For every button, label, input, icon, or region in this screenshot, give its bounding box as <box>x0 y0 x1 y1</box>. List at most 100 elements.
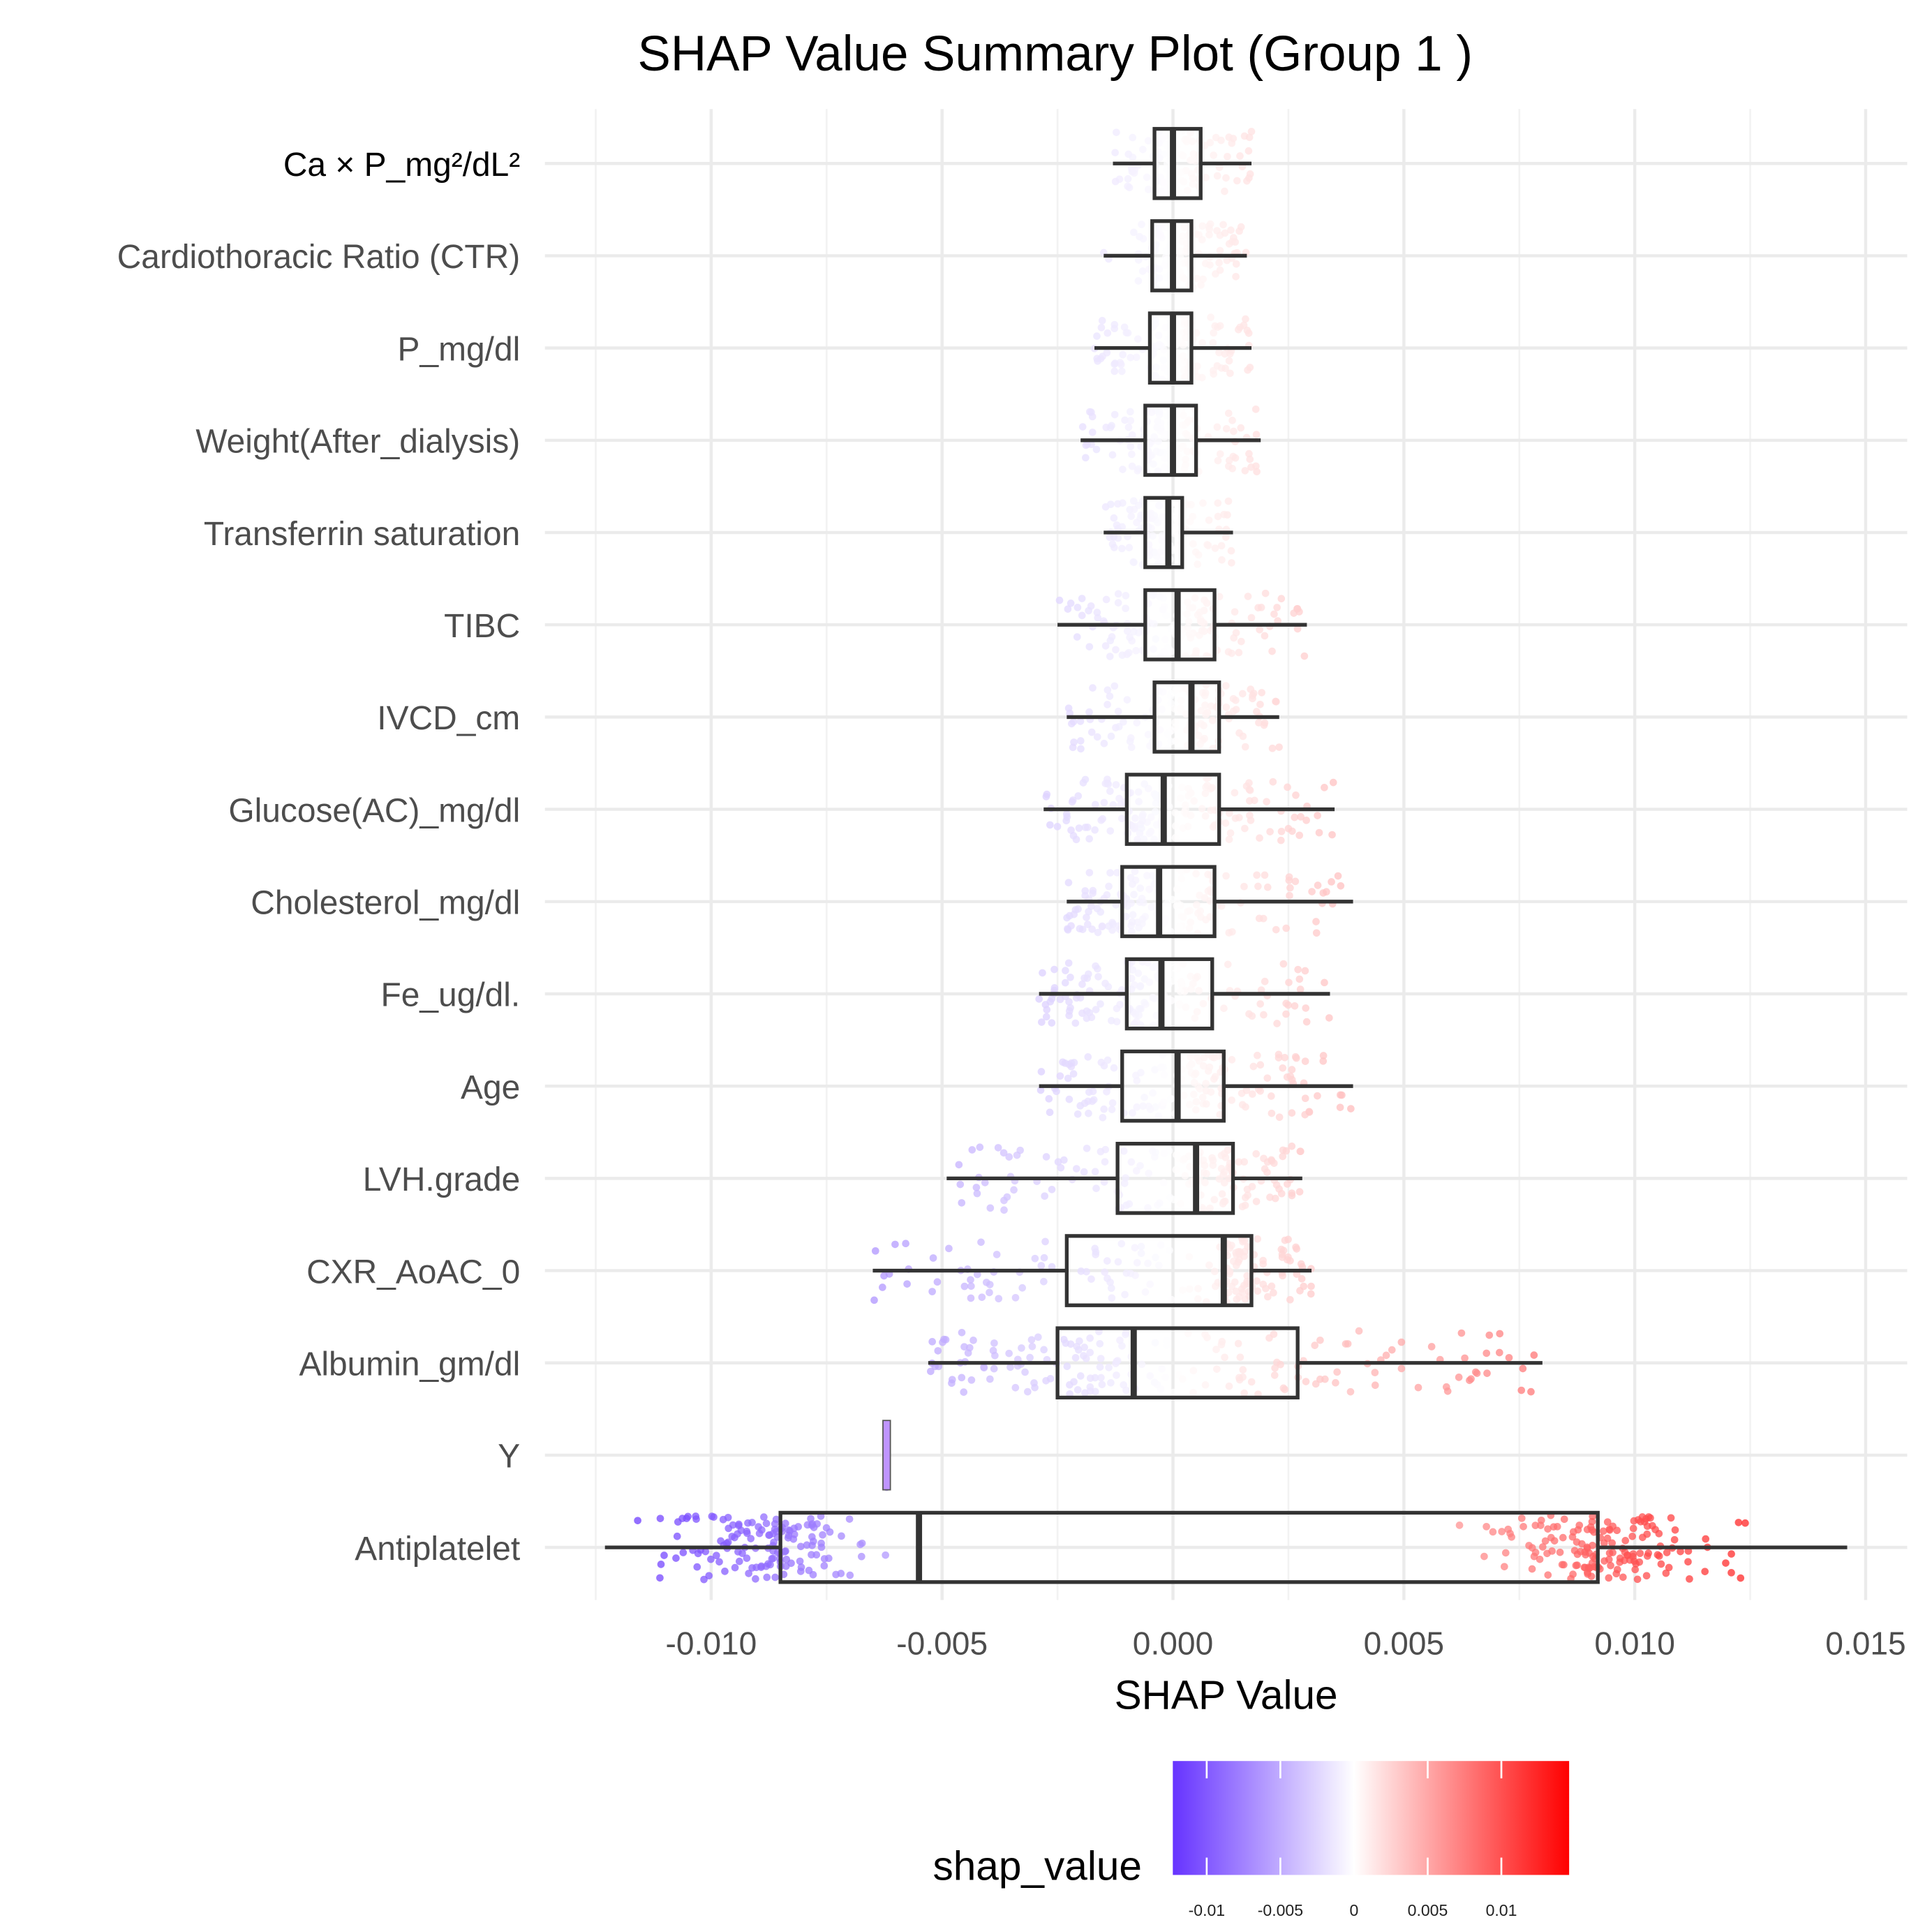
data-point <box>1677 1547 1684 1556</box>
data-point <box>1253 468 1261 476</box>
data-point <box>1215 348 1223 357</box>
data-point <box>1010 1186 1018 1194</box>
data-point <box>1190 1071 1198 1079</box>
data-point <box>995 1295 1003 1303</box>
data-point <box>1199 1205 1208 1213</box>
data-point <box>1205 231 1213 239</box>
data-point <box>1186 517 1194 526</box>
data-point <box>1167 738 1175 745</box>
data-point <box>1046 821 1054 829</box>
data-point <box>958 1374 966 1382</box>
data-point <box>1671 1526 1679 1534</box>
data-point <box>1073 1386 1082 1394</box>
y-tick-label: LVH.grade <box>363 1161 520 1198</box>
y-tick-label: Ca × P_mg²/dL² <box>283 147 520 184</box>
data-point <box>1471 1368 1480 1376</box>
data-point <box>1133 1103 1141 1111</box>
data-point <box>1259 1280 1268 1288</box>
box-iqr <box>1152 680 1221 754</box>
data-point <box>1127 899 1135 907</box>
data-point <box>1099 617 1108 625</box>
data-point <box>796 1557 804 1565</box>
data-point <box>1235 1293 1243 1301</box>
data-point <box>1175 1001 1184 1009</box>
data-point <box>1082 454 1090 462</box>
data-point <box>1177 875 1186 883</box>
data-point <box>1151 1339 1159 1347</box>
data-point <box>781 1547 789 1556</box>
box-2 <box>1094 311 1252 385</box>
data-point <box>1182 334 1189 342</box>
data-point <box>1070 738 1078 746</box>
data-point <box>1164 981 1173 988</box>
data-point <box>1179 1286 1187 1294</box>
data-point <box>1315 828 1323 837</box>
data-point <box>1201 789 1210 798</box>
data-point <box>1173 885 1181 893</box>
data-point <box>1295 975 1304 983</box>
data-point <box>1182 1003 1190 1011</box>
data-point <box>1097 1355 1105 1362</box>
data-point <box>1288 1142 1296 1150</box>
data-point <box>1517 1514 1526 1522</box>
data-point <box>1107 1284 1115 1293</box>
data-point <box>1301 967 1309 975</box>
data-point <box>1228 1056 1236 1064</box>
data-point <box>1328 878 1335 886</box>
data-point <box>731 1563 739 1572</box>
data-point <box>1201 1330 1209 1339</box>
colorbar <box>1173 1761 1570 1875</box>
box-5 <box>1057 588 1307 662</box>
data-point <box>1100 739 1108 747</box>
data-point <box>1544 1571 1552 1579</box>
data-point <box>1061 979 1069 987</box>
data-point <box>1295 1188 1304 1196</box>
data-point <box>1221 187 1228 195</box>
data-point <box>1152 635 1160 643</box>
data-point <box>1621 1537 1630 1545</box>
data-point <box>902 1240 909 1248</box>
data-point <box>1104 329 1112 337</box>
data-point <box>1210 329 1218 337</box>
data-point <box>1092 445 1101 454</box>
data-point <box>1268 647 1276 655</box>
data-point <box>1073 633 1081 641</box>
data-point <box>1583 1526 1591 1533</box>
data-point <box>1182 710 1190 718</box>
data-point <box>1192 329 1201 337</box>
data-point <box>1203 1170 1210 1177</box>
data-point <box>1162 273 1171 281</box>
data-point <box>1070 910 1078 918</box>
data-point <box>1122 895 1131 902</box>
data-point <box>1179 411 1187 419</box>
data-point <box>1161 323 1170 332</box>
data-point <box>1086 1387 1094 1395</box>
data-point <box>1741 1519 1749 1527</box>
data-point <box>1670 1535 1679 1544</box>
data-point <box>747 1535 755 1542</box>
data-point <box>1228 559 1235 567</box>
data-point <box>1106 653 1114 660</box>
data-point <box>1224 648 1233 656</box>
data-point <box>838 1532 845 1540</box>
data-point <box>1583 1568 1591 1577</box>
data-point <box>1178 237 1187 246</box>
data-point <box>1173 899 1182 907</box>
data-point <box>1110 410 1119 419</box>
box-9 <box>1039 957 1330 1031</box>
data-point <box>1501 1549 1510 1557</box>
data-point <box>1108 918 1116 927</box>
data-point <box>1037 1068 1046 1076</box>
data-point <box>1199 999 1208 1008</box>
data-point <box>1113 128 1120 136</box>
data-point <box>1107 1378 1115 1387</box>
data-point <box>1605 1574 1613 1582</box>
data-point <box>1105 1364 1113 1371</box>
data-point <box>1295 831 1304 840</box>
data-point <box>1226 369 1234 378</box>
data-point <box>1187 918 1194 926</box>
data-point <box>1228 237 1236 246</box>
data-point <box>1067 973 1074 981</box>
data-point <box>1182 455 1189 463</box>
data-point <box>1159 448 1168 456</box>
